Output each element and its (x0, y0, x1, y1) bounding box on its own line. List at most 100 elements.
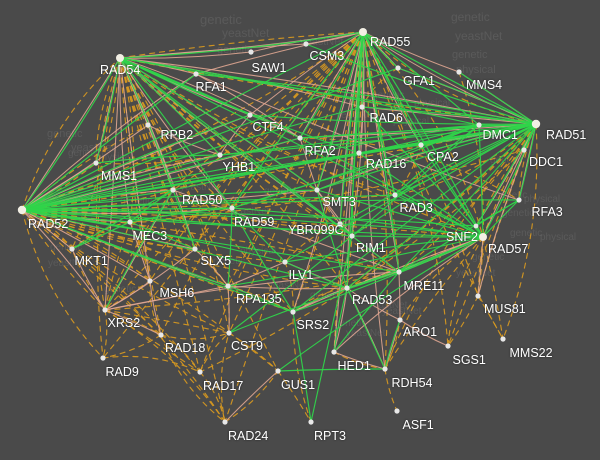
node-gfa1[interactable] (395, 65, 401, 71)
edge-genetic (21, 209, 104, 359)
node-cpa2[interactable] (418, 142, 424, 148)
edge-genetic (482, 236, 504, 340)
node-rad17[interactable] (197, 369, 203, 375)
node-rad55[interactable] (359, 28, 367, 36)
edge-coexpression (119, 57, 318, 191)
node-mms22[interactable] (500, 336, 506, 342)
edge-genetic (447, 236, 484, 347)
node-ilv1[interactable] (282, 259, 288, 265)
edge-physical (195, 31, 364, 75)
node-hed1[interactable] (331, 349, 337, 355)
edge-genetic (104, 31, 364, 311)
node-rad57[interactable] (473, 223, 479, 229)
edge-genetic (95, 57, 121, 311)
node-rad52[interactable] (17, 205, 27, 215)
edge-physical (339, 31, 364, 225)
edge-coexpression (95, 57, 121, 164)
node-mre11[interactable] (396, 269, 402, 275)
node-rad16[interactable] (356, 150, 362, 156)
node-rim1[interactable] (349, 233, 355, 239)
edge-coexpression (21, 137, 301, 211)
edge-genetic (231, 31, 364, 209)
node-saw1[interactable] (248, 49, 254, 55)
edge-coexpression (351, 235, 484, 238)
node-mus81[interactable] (475, 293, 481, 299)
node-asf1[interactable] (394, 408, 400, 414)
edge-coexpression (227, 285, 294, 313)
node-ddc1[interactable] (521, 147, 527, 153)
edge-physical (21, 209, 73, 250)
edge-genetic (21, 209, 106, 311)
edge-coexpression (21, 123, 537, 211)
node-rad3[interactable] (392, 192, 398, 198)
edge-physical (227, 285, 348, 290)
edge-genetic (333, 31, 364, 353)
edge-physical (104, 285, 229, 311)
node-ybr099c[interactable] (337, 221, 343, 227)
node-rad54[interactable] (116, 54, 124, 62)
node-rad51[interactable] (531, 119, 541, 129)
edge-genetic (21, 209, 229, 287)
node-rfa2[interactable] (297, 135, 303, 141)
edge-coexpression (384, 319, 401, 370)
node-sgs1[interactable] (445, 343, 451, 349)
edge-genetic (199, 332, 230, 373)
node-mkt1[interactable] (69, 246, 75, 252)
edge-physical (119, 31, 364, 59)
edge-coexpression (316, 124, 480, 191)
node-aro1[interactable] (397, 317, 403, 323)
node-rad9[interactable] (100, 355, 106, 361)
edge-physical (21, 209, 106, 311)
node-dmc1[interactable] (476, 122, 482, 128)
node-slx5[interactable] (192, 246, 198, 252)
node-rpa135[interactable] (225, 283, 231, 289)
node-rad50[interactable] (170, 187, 176, 193)
node-xrs2[interactable] (102, 307, 108, 313)
edge-coexpression (231, 207, 294, 313)
edge-genetic (21, 124, 149, 211)
node-rpb2[interactable] (145, 122, 151, 128)
edge-coexpression (361, 106, 537, 125)
node-srs2[interactable] (290, 309, 296, 315)
node-snf2[interactable] (479, 233, 487, 241)
edge-physical (21, 209, 151, 282)
edge-genetic (292, 31, 364, 313)
node-rfa3[interactable] (516, 197, 522, 203)
edge-coexpression (277, 236, 484, 372)
node-mms1[interactable] (93, 160, 99, 166)
node-gus1[interactable] (275, 368, 281, 374)
node-rpt3[interactable] (308, 419, 314, 425)
edge-physical (119, 57, 151, 282)
node-rad24[interactable] (222, 419, 228, 425)
edge-coexpression (277, 368, 386, 372)
edge-coexpression (478, 124, 484, 238)
edge-coexpression (231, 207, 286, 263)
node-ctf4[interactable] (247, 112, 253, 118)
edge-coexpression (129, 221, 196, 250)
node-cst9[interactable] (226, 330, 232, 336)
edge-genetic (160, 334, 226, 423)
node-rad18[interactable] (158, 332, 164, 338)
edge-physical (316, 189, 341, 225)
node-mms4[interactable] (456, 69, 462, 75)
node-msh6[interactable] (147, 278, 153, 284)
edge-genetic (119, 57, 348, 289)
node-csm3[interactable] (303, 41, 309, 47)
edge-coexpression (346, 31, 364, 289)
edge-genetic (149, 280, 162, 336)
node-mec3[interactable] (127, 219, 133, 225)
edge-genetic (129, 221, 151, 282)
edge-physical (119, 51, 252, 59)
edge-genetic (21, 209, 286, 263)
node-rad6[interactable] (359, 104, 365, 110)
edge-genetic (447, 295, 479, 347)
edge-coexpression (299, 124, 480, 139)
node-rad59[interactable] (229, 205, 235, 211)
node-rdh54[interactable] (382, 366, 388, 372)
edge-physical (362, 31, 460, 73)
node-rad53[interactable] (344, 285, 350, 291)
node-rfa1[interactable] (193, 71, 199, 77)
edge-genetic (228, 332, 279, 372)
node-smt3[interactable] (314, 187, 320, 193)
node-yhb1[interactable] (217, 152, 223, 158)
